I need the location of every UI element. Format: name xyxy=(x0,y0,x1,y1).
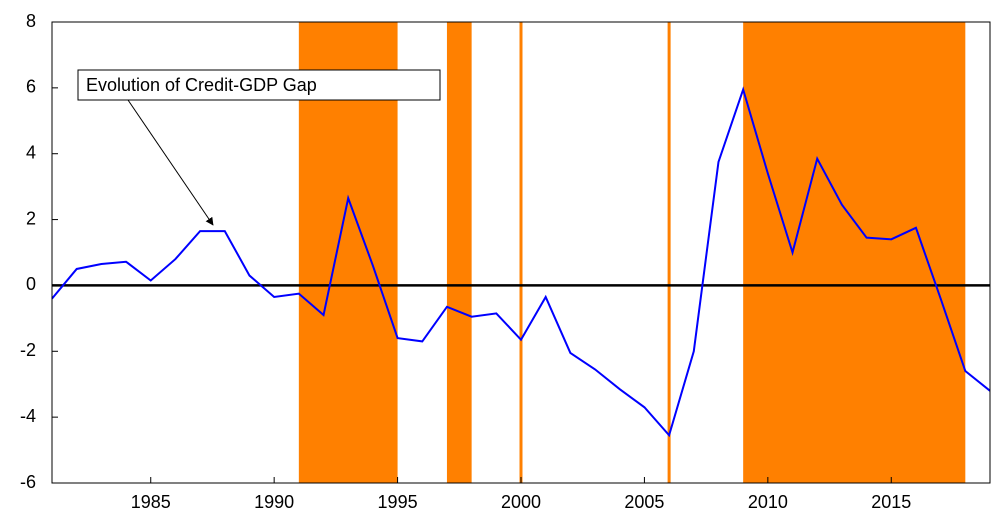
x-tick-label: 2000 xyxy=(501,492,541,512)
y-tick-label: 6 xyxy=(26,77,36,97)
x-tick-label: 1985 xyxy=(131,492,171,512)
y-tick-label: 8 xyxy=(26,11,36,31)
x-tick-label: 2005 xyxy=(624,492,664,512)
shaded-region xyxy=(446,22,472,483)
annotation: Evolution of Credit-GDP Gap xyxy=(86,75,317,95)
x-tick-label: 2010 xyxy=(748,492,788,512)
x-tick-label: 2015 xyxy=(871,492,911,512)
y-tick-label: 0 xyxy=(26,274,36,294)
lines xyxy=(51,86,991,438)
annotation-box xyxy=(77,69,441,101)
y-tick-label: -4 xyxy=(20,406,36,426)
x-tick-label: 1995 xyxy=(378,492,418,512)
y-tick-label: 4 xyxy=(26,142,36,162)
x-tick-label: 1990 xyxy=(254,492,294,512)
shaded-region xyxy=(667,22,671,483)
annotation-arrow xyxy=(127,99,214,226)
axes: -6 -4 -2 0 2 4 6 8 1985 1990 1995 2000 2005 2010 2015 xyxy=(20,11,990,512)
shaded-region xyxy=(743,22,966,483)
series-line xyxy=(51,86,991,438)
plot-frame xyxy=(51,21,991,484)
y-tick-label: 2 xyxy=(26,208,36,228)
y-tick-label: -2 xyxy=(20,340,36,360)
shaded-region xyxy=(519,22,523,483)
y-tick-label: -6 xyxy=(20,472,36,492)
